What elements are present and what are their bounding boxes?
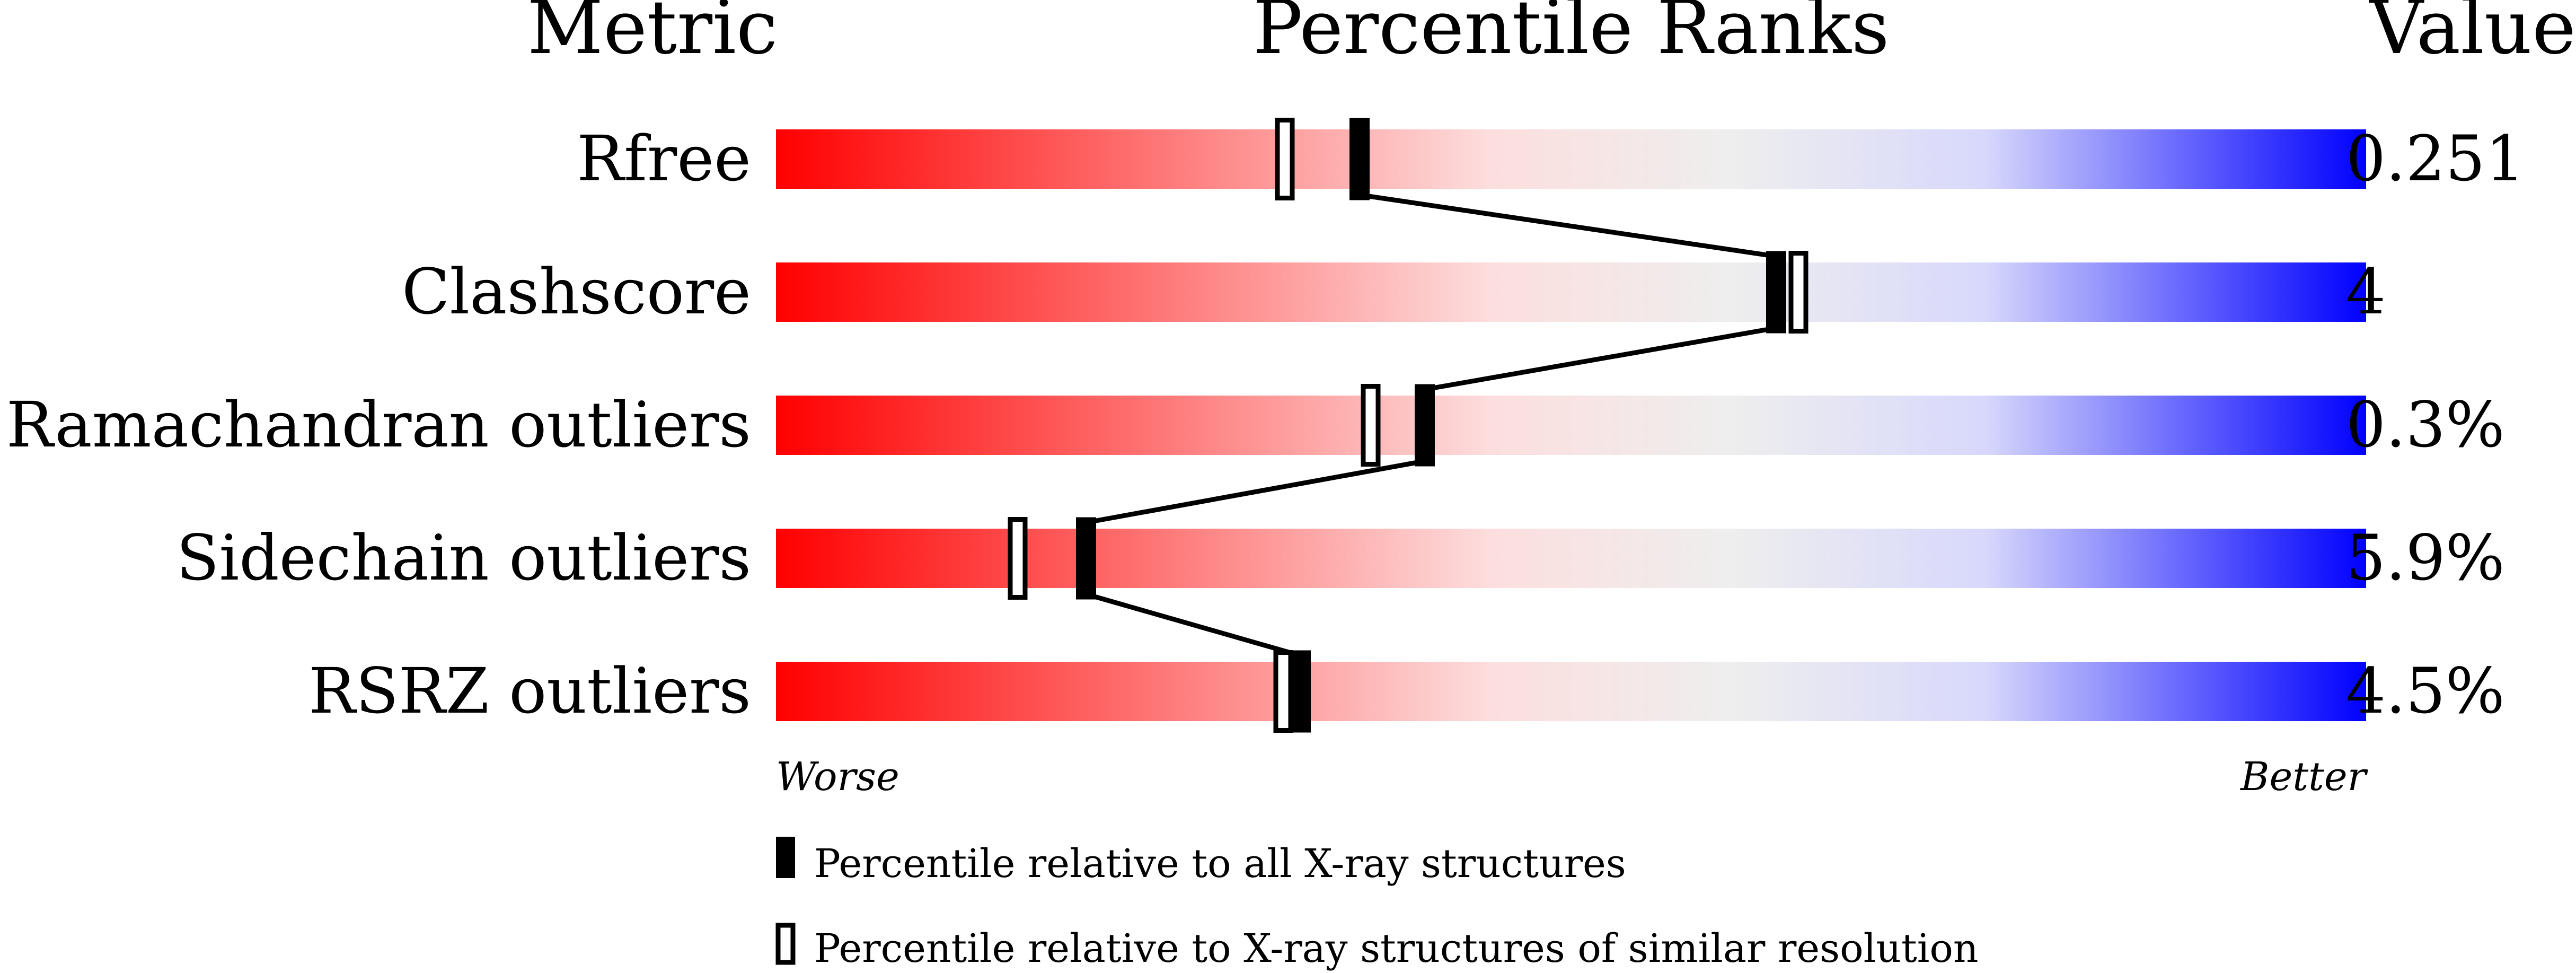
metric-value: 4 (2346, 255, 2386, 328)
metric-value: 5.9% (2346, 521, 2505, 594)
metric-label: Clashscore (402, 255, 751, 328)
marker-all-structures (1415, 384, 1435, 467)
percentile-bar (776, 396, 2366, 455)
legend-open-marker (775, 923, 796, 965)
legend-label-all: Percentile relative to all X-ray structu… (814, 841, 1626, 887)
percentile-bar (776, 129, 2366, 189)
axis-label-worse: Worse (776, 754, 899, 800)
connector-line (1086, 459, 1425, 525)
marker-similar-resolution (1275, 118, 1295, 200)
connector-line (1085, 592, 1302, 658)
marker-all-structures (1349, 118, 1370, 200)
header-percentile-ranks: Percentile Ranks (1252, 0, 1889, 71)
metric-label: Sidechain outliers (177, 521, 751, 594)
marker-all-structures (1291, 650, 1311, 733)
percentile-bar (776, 262, 2366, 322)
connector-line (1359, 192, 1777, 259)
metric-label: Rfree (577, 122, 751, 195)
marker-all-structures (1076, 517, 1096, 600)
marker-similar-resolution (1788, 251, 1809, 334)
legend-filled-marker (776, 837, 795, 878)
legend-label-similar: Percentile relative to X-ray structures … (814, 926, 1979, 971)
metric-value: 0.3% (2346, 388, 2505, 461)
percentile-bar (776, 529, 2366, 588)
metric-label: RSRZ outliers (308, 654, 751, 727)
header-value: Value (2368, 0, 2576, 71)
marker-similar-resolution (1008, 517, 1028, 600)
axis-label-better: Better (2239, 754, 2368, 800)
marker-all-structures (1766, 251, 1786, 334)
header-metric: Metric (527, 0, 778, 71)
metric-value: 4.5% (2346, 654, 2505, 727)
connector-line (1424, 326, 1777, 392)
percentile-bar (776, 662, 2366, 721)
metric-value: 0.251 (2346, 122, 2525, 195)
marker-similar-resolution (1273, 650, 1293, 733)
marker-similar-resolution (1361, 384, 1381, 467)
metric-label: Ramachandran outliers (6, 388, 751, 461)
